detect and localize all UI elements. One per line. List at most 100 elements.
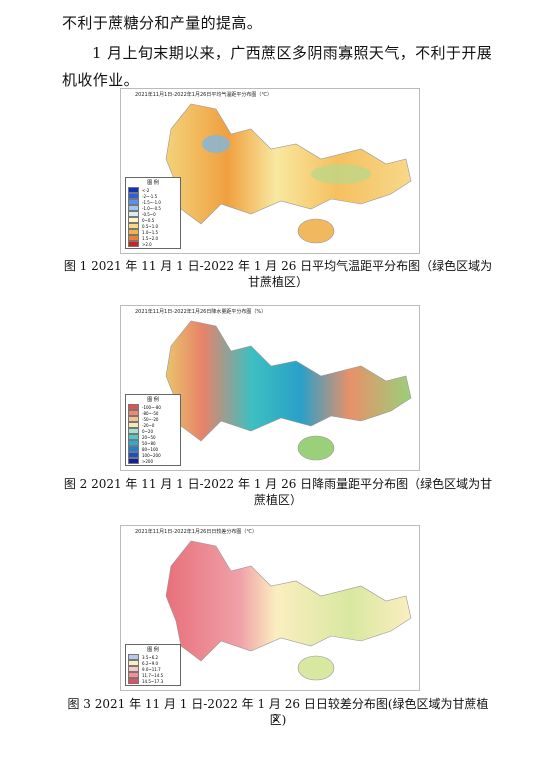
map-title: 2021年11月1日-2022年1月26日降水量距平分布图（%） [135,309,267,315]
legend-swatch [128,410,139,416]
page-number: 2 [272,714,279,724]
map [165,103,412,244]
cane-area [311,164,371,184]
legend-label: 20~50 [142,434,156,440]
legend-label: -2~-1.5 [142,193,158,199]
legend: 图 例 -100~-80 -80~-50 -50~-20 -20~0 0~20 20~50 5… [125,394,181,466]
legend-item: 0.5~1.0 [128,223,178,229]
legend-item: 20~50 [128,434,178,440]
legend-label: 0.5~1.0 [142,223,159,229]
map-title: 2021年11月1日-2022年1月26日平均气温距平分布图（℃） [135,92,272,98]
legend-label: 3.5~6.2 [142,654,159,660]
legend-swatch [128,434,139,440]
legend-item: 50~80 [128,440,178,446]
legend-swatch [128,205,139,211]
legend-title: 图 例 [147,180,159,186]
island [297,218,335,244]
figure: 2021年11月1日-2022年1月26日降水量距平分布图（%） 图 例 -100… [120,305,420,471]
legend-swatch [128,223,139,229]
legend-swatch [128,229,139,235]
legend-swatch [128,660,139,666]
legend-swatch [128,458,139,464]
legend-item: -80~-50 [128,410,178,416]
legend-swatch [128,241,139,247]
legend-label: 0~20 [142,428,153,434]
legend-swatch [128,678,139,684]
paragraph: 不利于蔗糖分和产量的提高。 [62,14,263,32]
legend-item: 1.0~1.5 [128,229,178,235]
region [165,540,412,662]
legend-label: 1.0~1.5 [142,229,159,235]
legend-swatch [128,199,139,205]
figure: 2021年11月1日-2022年1月26日平均气温距平分布图（℃） 图 例 <-2… [120,88,420,254]
legend-item: 0~20 [128,428,178,434]
legend-label: >200 [142,458,153,464]
legend-label: -20~0 [142,422,155,428]
legend-label: 14.5~17.3 [142,678,164,684]
legend-item: -50~-20 [128,416,178,422]
legend-swatch [128,672,139,678]
legend-item: -0.5~0 [128,211,178,217]
legend-item: 3.5~6.2 [128,654,178,660]
legend-item: -1.5~-1.0 [128,199,178,205]
map [165,540,412,681]
legend-swatch [128,187,139,193]
legend-label: 50~80 [142,440,156,446]
legend-label: -80~-50 [142,410,159,416]
legend-item: -100~-80 [128,404,178,410]
legend-item: 9.0~11.7 [128,666,178,672]
legend-label: 9.0~11.7 [142,666,161,672]
legend-item: 80~100 [128,446,178,452]
legend-label: <-2 [142,187,150,193]
legend-label: 11.7~14.5 [142,672,164,678]
legend-swatch [128,446,139,452]
legend-swatch [128,211,139,217]
legend-label: 6.2~9.0 [142,660,159,666]
legend-swatch [128,452,139,458]
legend-label: -1.0~-0.5 [142,205,161,211]
legend-item: >2.0 [128,241,178,247]
caption: 图 1 2021 年 11 月 1 日-2022 年 1 月 26 日平均气温距… [63,259,493,289]
legend-label: -50~-20 [142,416,159,422]
legend-swatch [128,654,139,660]
legend-item: -20~0 [128,422,178,428]
legend-item: 11.7~14.5 [128,672,178,678]
legend-label: -1.5~-1.0 [142,199,161,205]
legend-label: -0.5~0 [142,211,156,217]
legend-swatch [128,440,139,446]
legend-label: 0~0.5 [142,217,155,223]
legend-swatch [128,193,139,199]
legend-title: 图 例 [147,397,159,403]
legend-swatch [128,428,139,434]
region [165,320,412,442]
legend-item: >200 [128,458,178,464]
region [165,103,412,225]
figure: 2021年11月1日-2022年1月26日日较差分布图（℃） 图 例 3.5~6.… [120,525,420,691]
legend-item: 1.5~2.0 [128,235,178,241]
legend-item: -2~-1.5 [128,193,178,199]
region-patch [202,135,230,153]
legend-item: 6.2~9.0 [128,660,178,666]
legend-item: 0~0.5 [128,217,178,223]
legend-swatch [128,666,139,672]
legend: 图 例 3.5~6.2 6.2~9.0 9.0~11.7 11.7~14.5 14.5~1… [125,644,181,686]
legend-swatch [128,217,139,223]
map-title: 2021年11月1日-2022年1月26日日较差分布图（℃） [135,529,257,535]
legend-item: <-2 [128,187,178,193]
island [297,435,335,461]
legend-item: 14.5~17.3 [128,678,178,684]
caption: 图 3 2021 年 11 月 1 日-2022 年 1 月 26 日日较差分布… [67,697,489,727]
legend-label: -100~-80 [142,404,161,410]
legend-swatch [128,422,139,428]
legend: 图 例 <-2 -2~-1.5 -1.5~-1.0 -1.0~-0.5 -0.5~0 0~0… [125,177,181,249]
legend-label: >2.0 [142,241,152,247]
legend-swatch [128,416,139,422]
legend-title: 图 例 [147,647,159,653]
legend-label: 80~100 [142,446,159,452]
legend-label: 100~200 [142,452,161,458]
island [297,655,335,681]
legend-label: 1.5~2.0 [142,235,159,241]
paragraph: 1 月上旬末期以来，广西蔗区多阴雨寡照天气，不利于开展机收作业。 [62,44,493,89]
legend-swatch [128,404,139,410]
